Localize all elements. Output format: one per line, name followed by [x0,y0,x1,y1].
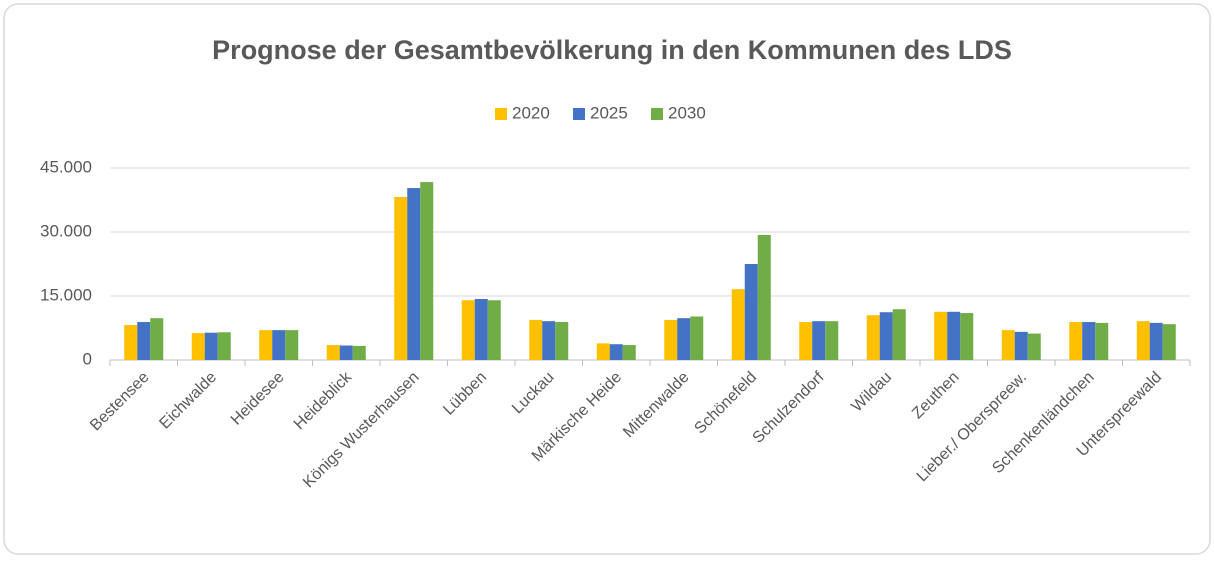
bar [947,311,961,360]
chart-frame [3,3,1211,555]
bar [1069,322,1083,360]
y-tick-label: 30.000 [40,221,92,240]
bar [731,289,745,360]
bar [596,343,610,360]
y-tick-label: 45.000 [40,157,92,176]
bar [664,319,678,360]
bar [825,321,839,360]
legend-label: 2025 [590,103,628,122]
bar [1082,322,1096,360]
bar [1162,324,1176,360]
bar [609,344,623,360]
bar [799,322,813,360]
y-tick-label: 0 [83,349,92,368]
bar [1001,330,1015,360]
bar [137,322,151,360]
bar [960,313,974,360]
bar [420,182,434,360]
bar [622,345,636,360]
bar [529,319,543,360]
legend-label: 2030 [668,103,706,122]
bar [259,330,273,360]
bar [892,309,906,360]
bar [285,330,299,360]
legend-swatch [495,108,507,120]
bar [339,345,353,360]
bar [217,332,231,360]
bar [1027,333,1041,360]
bar [1014,331,1028,360]
legend: 2020 2025 2030 [495,103,706,122]
bar [394,197,408,360]
bar [487,300,501,360]
bar [555,322,569,360]
chart-title: Prognose der Gesamtbevölkerung in den Ko… [212,35,1012,65]
bar [272,330,286,360]
bar [124,325,138,360]
legend-swatch [573,108,585,120]
legend-swatch [651,108,663,120]
bar [866,315,880,360]
bar [407,188,421,360]
bar [204,332,218,360]
legend-label: 2020 [512,103,550,122]
bar [757,234,771,360]
bar [690,316,704,360]
bar [474,298,488,360]
bar [542,321,556,360]
bar [1149,322,1163,360]
bar [677,318,691,360]
bar [812,321,826,360]
bar [879,312,893,360]
bar [461,300,475,360]
bar [191,333,205,360]
bar [326,345,340,360]
bar [1136,321,1150,360]
bar [1095,322,1109,360]
bar [352,345,366,360]
y-tick-label: 15.000 [40,285,92,304]
bar [934,311,948,360]
bar [744,264,758,360]
bar [150,318,164,360]
